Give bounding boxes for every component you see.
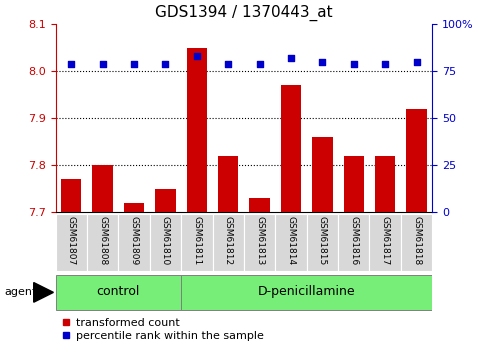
Bar [61, 179, 82, 212]
Point [350, 61, 357, 66]
Text: GSM61817: GSM61817 [381, 216, 390, 265]
Point [382, 61, 389, 66]
Text: control: control [97, 285, 140, 298]
Bar [401, 214, 432, 271]
Bar [186, 48, 207, 212]
Bar [338, 214, 369, 271]
Text: GSM61815: GSM61815 [318, 216, 327, 265]
Bar [124, 203, 144, 212]
Bar [375, 156, 396, 212]
Text: GSM61811: GSM61811 [192, 216, 201, 265]
Legend: transformed count, percentile rank within the sample: transformed count, percentile rank withi… [61, 318, 263, 341]
Text: GSM61809: GSM61809 [129, 216, 139, 265]
Text: GSM61816: GSM61816 [349, 216, 358, 265]
Point [224, 61, 232, 66]
Bar [92, 165, 113, 212]
Bar [249, 198, 270, 212]
Bar [181, 275, 432, 310]
Bar [213, 214, 244, 271]
Point [99, 61, 107, 66]
Bar [281, 85, 301, 212]
Text: GSM61812: GSM61812 [224, 216, 233, 265]
Bar [369, 214, 401, 271]
Point [287, 55, 295, 61]
Polygon shape [34, 283, 54, 302]
Text: GSM61814: GSM61814 [286, 216, 296, 265]
Text: D-penicillamine: D-penicillamine [258, 285, 355, 298]
Bar [56, 275, 181, 310]
Point [193, 53, 201, 59]
Bar [307, 214, 338, 271]
Point [130, 61, 138, 66]
Bar [155, 189, 176, 212]
Point [319, 59, 327, 65]
Text: GSM61818: GSM61818 [412, 216, 421, 265]
Title: GDS1394 / 1370443_at: GDS1394 / 1370443_at [155, 5, 333, 21]
Text: agent: agent [5, 287, 37, 297]
Bar [181, 214, 213, 271]
Text: GSM61808: GSM61808 [98, 216, 107, 265]
Bar [56, 214, 87, 271]
Text: GSM61813: GSM61813 [255, 216, 264, 265]
Point [256, 61, 264, 66]
Text: GSM61810: GSM61810 [161, 216, 170, 265]
Bar [87, 214, 118, 271]
Point [68, 61, 75, 66]
Bar [275, 214, 307, 271]
Bar [244, 214, 275, 271]
Text: GSM61807: GSM61807 [67, 216, 76, 265]
Point [412, 59, 420, 65]
Bar [312, 137, 333, 212]
Bar [343, 156, 364, 212]
Bar [150, 214, 181, 271]
Bar [218, 156, 239, 212]
Point [161, 61, 170, 66]
Bar [406, 109, 427, 212]
Bar [118, 214, 150, 271]
